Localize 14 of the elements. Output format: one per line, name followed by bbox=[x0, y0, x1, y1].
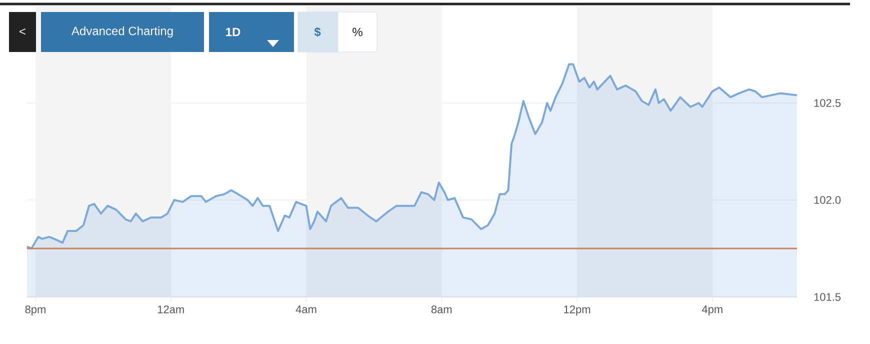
annotation: % bbox=[352, 28, 362, 36]
y-tick-label: 101.5 bbox=[814, 293, 841, 301]
y-tick-label: 102.5 bbox=[814, 99, 841, 107]
x-tick-label: 8am bbox=[431, 306, 452, 314]
y-tick-label: 102.0 bbox=[814, 196, 841, 204]
annotation: Advanced Charting bbox=[72, 26, 173, 38]
x-tick-label: 12am bbox=[158, 306, 184, 314]
annotation: 1D bbox=[226, 28, 240, 36]
annotation: $ bbox=[314, 27, 321, 37]
text: < bbox=[20, 28, 26, 35]
x-tick-label: 4pm bbox=[702, 306, 722, 316]
x-tick-label: 12pm bbox=[564, 306, 590, 316]
x-tick-label: 8pm bbox=[25, 306, 46, 316]
x-tick-label: 4am bbox=[296, 306, 316, 314]
